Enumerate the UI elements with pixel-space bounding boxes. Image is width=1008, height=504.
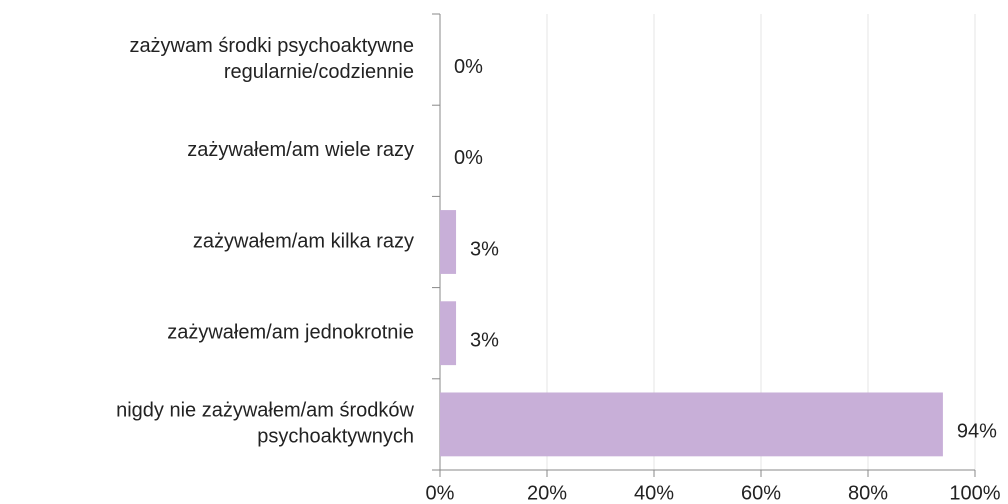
data-label: 0% — [454, 147, 483, 169]
y-tick-label: nigdy nie zażywałem/am środków — [116, 400, 414, 422]
y-tick-label: zażywałem/am kilka razy — [193, 230, 414, 252]
x-tick-label: 100% — [949, 482, 1000, 504]
x-tick-label: 0% — [426, 482, 455, 504]
data-label: 3% — [470, 329, 499, 351]
x-tick-label: 40% — [634, 482, 674, 504]
x-tick-label: 60% — [741, 482, 781, 504]
x-tick-label: 80% — [848, 482, 888, 504]
y-tick-label: zażywałem/am wiele razy — [187, 139, 414, 161]
data-label: 0% — [454, 56, 483, 78]
y-tick-label: zażywam środki psychoaktywne — [129, 35, 414, 57]
x-tick-label: 20% — [527, 482, 567, 504]
bar — [440, 210, 457, 274]
data-label: 94% — [957, 421, 997, 443]
y-tick-label: zażywałem/am jednokrotnie — [167, 321, 414, 343]
y-tick-label: regularnie/codziennie — [224, 61, 414, 83]
data-label: 3% — [470, 238, 499, 260]
y-tick-label: psychoaktywnych — [257, 426, 414, 448]
bar — [440, 301, 457, 366]
bar — [440, 392, 943, 457]
